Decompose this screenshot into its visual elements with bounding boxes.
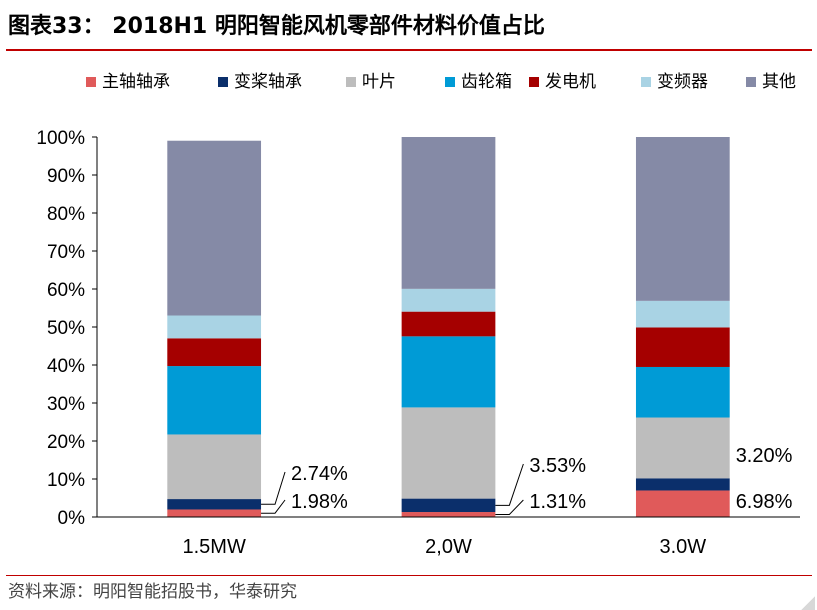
data-label: 3.53% [529, 455, 586, 477]
legend-item: 变频器 [641, 72, 708, 92]
bar-segment [635, 490, 730, 517]
bar-segment [167, 140, 262, 316]
legend-item: 叶片 [346, 72, 396, 92]
page-fold-corner [801, 596, 815, 610]
legend-item: 齿轮箱 [445, 72, 512, 92]
bar-segment [401, 137, 496, 289]
bar-segment [635, 327, 730, 367]
legend-label: 发电机 [545, 72, 596, 92]
data-label: 6.98% [736, 491, 793, 513]
bar-segment [635, 417, 730, 479]
source-note: 资料来源：明阳智能招股书，华泰研究 [8, 582, 297, 602]
stacked-bar-chart: 主轴轴承 变桨轴承 叶片 齿轮箱 发电机 变频器 其他 0% 10% 20% 30% 40% 50% 6… [36, 72, 800, 558]
data-label: 2.74% [291, 463, 348, 485]
legend-label: 齿轮箱 [461, 72, 512, 92]
annotations: 2.74% 1.98% 3.53% 1.31% 3.20% 6.98% [261, 445, 793, 516]
legend-swatch [641, 77, 651, 87]
legend-swatch [86, 77, 96, 87]
bar-segment [635, 300, 730, 328]
x-tick-label: 1.5MW [182, 536, 245, 558]
leader-line [495, 499, 524, 516]
y-tick-label: 80% [47, 204, 85, 225]
y-tick-label: 50% [47, 318, 85, 339]
bars [167, 137, 730, 517]
legend-label: 叶片 [362, 72, 396, 92]
legend-label: 变频器 [657, 72, 708, 92]
bar-segment [167, 499, 262, 510]
y-axis: 0% 10% 20% 30% 40% 50% 60% 70% 80% 90% 100% [36, 128, 98, 529]
bar-segment [167, 366, 262, 435]
y-tick-label: 60% [47, 280, 85, 301]
legend-swatch [445, 77, 455, 87]
legend-label: 变桨轴承 [234, 72, 302, 92]
legend-swatch [346, 77, 356, 87]
leader-line [495, 463, 524, 506]
legend-swatch [746, 77, 756, 87]
bar-segment [167, 315, 262, 339]
y-tick-label: 70% [47, 242, 85, 263]
legend-item: 主轴轴承 [86, 72, 170, 92]
x-axis: 1.5MW 2,0W 3.0W [97, 516, 800, 558]
chart-legend: 主轴轴承 变桨轴承 叶片 齿轮箱 发电机 变频器 其他 [86, 72, 796, 92]
bar-segment [635, 478, 730, 491]
data-label: 1.98% [291, 491, 348, 513]
legend-swatch [529, 77, 539, 87]
y-tick-label: 0% [58, 508, 86, 529]
bar-segment [401, 311, 496, 337]
data-label: 3.20% [736, 445, 793, 467]
bar-segment [401, 512, 496, 517]
figure-title: 图表33： 2018H1 明阳智能风机零部件材料价值占比 [8, 14, 545, 39]
y-tick-label: 40% [47, 356, 85, 377]
bar-segment [401, 498, 496, 513]
bar-segment [635, 366, 730, 418]
bar-segment [167, 338, 262, 367]
legend-item: 变桨轴承 [218, 72, 302, 92]
data-label: 1.31% [529, 491, 586, 513]
leader-line [261, 471, 286, 505]
x-tick-label: 3.0W [659, 536, 706, 558]
y-tick-label: 100% [36, 128, 85, 149]
leader-line [261, 499, 286, 514]
x-tick-label: 2,0W [425, 536, 472, 558]
legend-swatch [218, 77, 228, 87]
bar-segment [401, 407, 496, 499]
bar-segment [635, 137, 730, 301]
y-tick-label: 90% [47, 166, 85, 187]
bar-segment [401, 288, 496, 312]
legend-label: 主轴轴承 [102, 72, 170, 92]
y-tick-label: 10% [47, 470, 85, 491]
legend-item: 发电机 [529, 72, 596, 92]
y-tick-label: 30% [47, 394, 85, 415]
bar-segment [167, 434, 262, 500]
title-divider [6, 49, 812, 51]
bar-segment [167, 509, 262, 517]
bar-segment [401, 336, 496, 408]
legend-item: 其他 [746, 72, 796, 92]
y-tick-label: 20% [47, 432, 85, 453]
source-divider [6, 575, 812, 576]
legend-label: 其他 [762, 72, 796, 92]
